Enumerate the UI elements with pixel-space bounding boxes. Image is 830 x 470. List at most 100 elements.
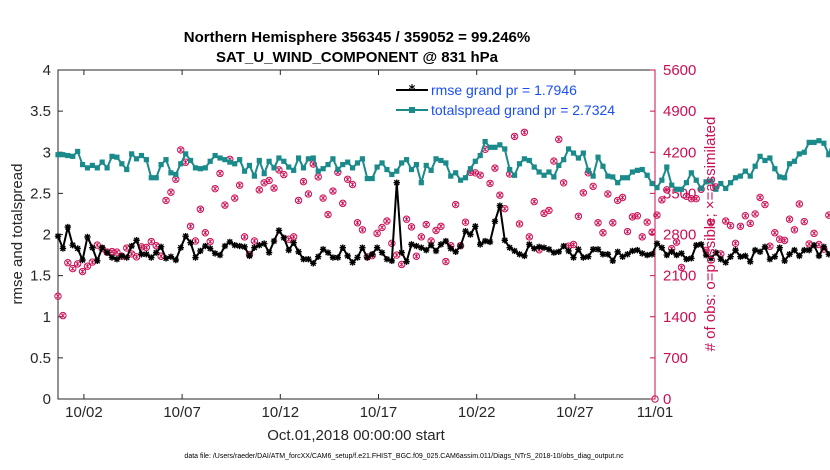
- rmse-point: [172, 256, 180, 264]
- spread-point: [649, 180, 655, 187]
- y-right-tick-label: 1400: [663, 309, 696, 326]
- spread-point: [399, 160, 405, 166]
- spread-point: [816, 138, 822, 144]
- spread-point: [379, 160, 385, 166]
- obs-point: [756, 193, 764, 202]
- spread-point: [114, 154, 120, 160]
- rmse-point: [472, 223, 479, 230]
- obs-point: [280, 170, 288, 179]
- spread-point: [315, 168, 321, 174]
- y-axis-right-label: # of obs: o=possible; ×=assimilated: [702, 117, 719, 352]
- rmse-point: [113, 255, 121, 263]
- obs-point: [265, 176, 273, 185]
- obs-point: [731, 239, 740, 248]
- obs-point: [177, 146, 185, 154]
- rmse-point: [261, 240, 268, 247]
- obs-point: [486, 179, 494, 188]
- rmse-point: [467, 231, 474, 238]
- obs-point: [69, 264, 77, 273]
- rmse-point: [305, 255, 312, 263]
- spread-point: [507, 166, 513, 173]
- spread-point: [796, 151, 802, 157]
- y-right-tick-label: 700: [663, 350, 688, 367]
- legend: * rmse grand pr = 1.7946 totalspread gra…: [396, 82, 615, 118]
- rmse-point: [629, 247, 636, 255]
- spread-point: [453, 170, 459, 176]
- spread-point: [664, 164, 670, 170]
- rmse-point: [89, 244, 96, 251]
- obs-point: [378, 223, 386, 232]
- rmse-point: [408, 241, 415, 248]
- rmse-point: [393, 179, 400, 186]
- rmse-point: [589, 246, 597, 253]
- obs-point: [805, 240, 813, 248]
- rmse-point: [766, 255, 774, 263]
- rmse-point: [383, 255, 391, 263]
- rmse-point: [585, 253, 592, 260]
- spread-point: [138, 152, 145, 159]
- spread-point: [688, 170, 694, 176]
- rmse-point: [756, 248, 764, 255]
- rmse-point: [418, 244, 425, 251]
- obs-point: [604, 190, 612, 198]
- spread-point: [109, 153, 115, 159]
- obs-point: [373, 229, 381, 238]
- spread-point: [246, 162, 253, 169]
- obs-point: [609, 219, 617, 227]
- obs-point-zero: [651, 395, 659, 403]
- obs-point: [64, 259, 72, 267]
- spread-point: [89, 162, 95, 169]
- rmse-point: [477, 241, 484, 248]
- x-axis-label: Oct.01,2018 00:00:00 start: [267, 427, 445, 444]
- rmse-point: [496, 202, 504, 209]
- legend-rmse-label: rmse grand pr = 1.7946: [431, 82, 577, 98]
- obs-point: [618, 193, 627, 202]
- obs-point: [142, 243, 151, 252]
- obs-point: [294, 196, 303, 205]
- rmse-point: [423, 246, 430, 254]
- obs-point: [54, 292, 62, 300]
- chart-title-line-1: Northern Hemisphere 356345 / 359052 = 99…: [184, 29, 530, 46]
- rmse-series: [54, 179, 830, 267]
- spread-point: [777, 174, 783, 180]
- spread-point: [767, 155, 773, 161]
- spread-point: [659, 177, 665, 183]
- rmse-point: [79, 256, 86, 264]
- spread-point: [619, 175, 626, 181]
- obs-point: [402, 215, 411, 223]
- y-right-tick-label: 4900: [663, 103, 696, 120]
- spread-point: [133, 156, 140, 162]
- spread-point: [708, 178, 714, 184]
- spread-point: [674, 186, 680, 192]
- spread-point: [575, 155, 582, 161]
- rmse-point: [138, 251, 145, 258]
- rmse-point: [359, 244, 366, 251]
- spread-point: [374, 164, 380, 170]
- rmse-point: [241, 243, 248, 251]
- spread-point: [70, 153, 76, 159]
- spread-point: [713, 186, 719, 192]
- x-tick-label: 10/17: [360, 404, 398, 421]
- spread-point: [418, 180, 424, 186]
- rmse-point: [717, 255, 724, 263]
- obs-point: [672, 238, 681, 246]
- obs-point: [569, 240, 578, 249]
- spread-point: [433, 156, 439, 162]
- spread-point: [570, 150, 577, 156]
- spread-point: [732, 175, 739, 181]
- spread-point: [585, 167, 591, 173]
- rmse-point: [280, 234, 288, 241]
- obs-point: [653, 211, 661, 219]
- rmse-point: [118, 252, 126, 260]
- obs-point: [515, 220, 524, 228]
- y-axis-left: 0 0.5 1 1.5 2 2.5 3 3.5 4: [30, 62, 63, 408]
- obs-point: [736, 222, 745, 230]
- spread-point: [227, 159, 233, 165]
- spread-point: [340, 161, 346, 168]
- obs-point: [442, 257, 450, 266]
- spread-point: [183, 151, 189, 157]
- spread-point: [457, 177, 464, 183]
- spread-point: [413, 161, 419, 168]
- obs-point: [78, 267, 87, 276]
- rmse-point: [177, 244, 184, 251]
